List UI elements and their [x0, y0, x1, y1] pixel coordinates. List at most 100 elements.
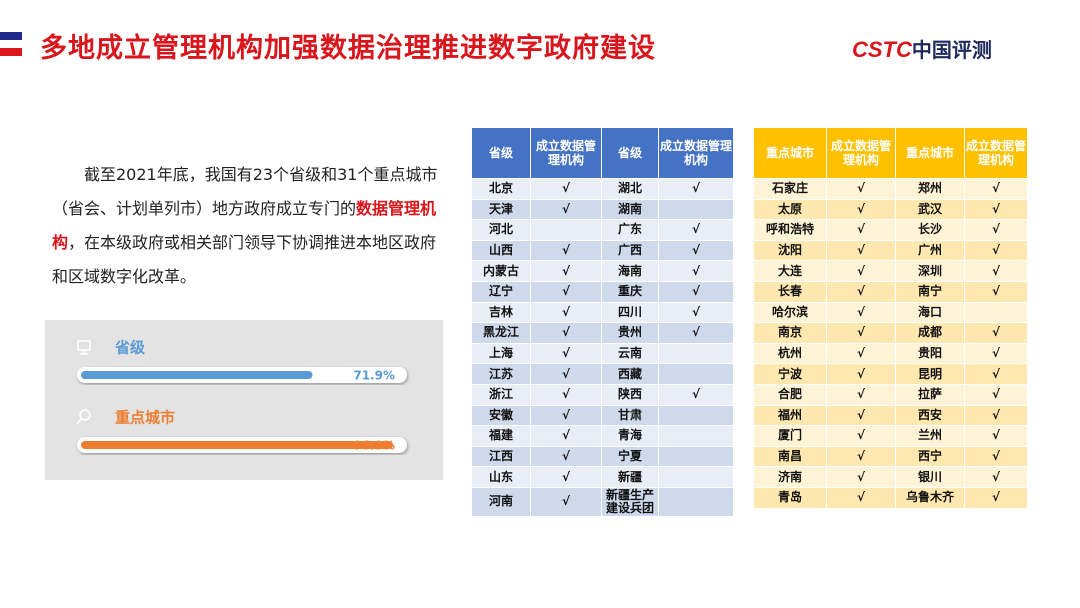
row: 石家庄 √ 郑州 √ — [754, 179, 1027, 199]
cell: √ — [965, 240, 1027, 261]
cell: 海南 — [602, 261, 658, 281]
cell: √ — [827, 426, 895, 446]
cell: √ — [531, 281, 601, 302]
cell: √ — [531, 179, 601, 199]
cell — [659, 343, 733, 364]
header-cell: 成立数据管理机构 — [659, 128, 733, 178]
cell: √ — [827, 179, 895, 199]
cell: √ — [531, 261, 601, 281]
cell: 南京 — [754, 323, 826, 343]
cell: 郑州 — [896, 179, 964, 199]
cell: √ — [965, 405, 1027, 426]
logo: CSTC中国评测 — [852, 34, 992, 63]
cell: 银川 — [896, 467, 964, 487]
highlight: 数据管理机构 — [52, 199, 437, 252]
row: 大连 √ 深圳 √ — [754, 261, 1027, 281]
cell: 广东 — [602, 220, 658, 240]
row: 青岛 √ 乌鲁木齐 √ — [754, 487, 1027, 508]
cell: 青岛 — [754, 487, 826, 508]
cell — [659, 467, 733, 487]
row: 吉林 √ 四川 √ — [472, 302, 733, 323]
row: 天津 √ 湖南 — [472, 199, 733, 220]
city-table: 重点城市 成立数据管理机构 重点城市 成立数据管理机构 石家庄 √ 郑州 √ 太原 √ 武汉 √ 呼和浩… — [753, 127, 1028, 509]
cell: 新疆生产建设兵团 — [602, 487, 658, 516]
cell: 西宁 — [896, 446, 964, 467]
cell: 广西 — [602, 240, 658, 261]
cell: √ — [659, 261, 733, 281]
logo-text: 中国评测 — [911, 38, 992, 62]
cell: 西藏 — [602, 364, 658, 384]
cell: 内蒙古 — [472, 261, 530, 281]
cell: 宁夏 — [602, 446, 658, 467]
header-cell: 重点城市 — [896, 128, 964, 178]
cell: √ — [965, 281, 1027, 302]
cell: √ — [965, 426, 1027, 446]
cell: √ — [965, 384, 1027, 405]
cell: 青海 — [602, 426, 658, 446]
cell: √ — [827, 364, 895, 384]
cell: 四川 — [602, 302, 658, 323]
row: 上海 √ 云南 — [472, 343, 733, 364]
cell: √ — [827, 323, 895, 343]
cell: 太原 — [754, 199, 826, 220]
progress-bar — [81, 441, 394, 449]
cell: √ — [659, 384, 733, 405]
flag-icon — [0, 32, 22, 56]
cell: 湖北 — [602, 179, 658, 199]
cell: √ — [965, 220, 1027, 240]
cell: 吉林 — [472, 302, 530, 323]
cell: √ — [827, 302, 895, 323]
cell: 山西 — [472, 240, 530, 261]
progress-panel: 省级 71.9% 重点城市 96.9% — [45, 320, 443, 480]
row: 内蒙古 √ 海南 √ — [472, 261, 733, 281]
cell: 陕西 — [602, 384, 658, 405]
cell: √ — [827, 384, 895, 405]
cell: 石家庄 — [754, 179, 826, 199]
cell: 黑龙江 — [472, 323, 530, 343]
cell — [531, 220, 601, 240]
cell: 新疆 — [602, 467, 658, 487]
cell: 天津 — [472, 199, 530, 220]
cell: 西安 — [896, 405, 964, 426]
cell: 浙江 — [472, 384, 530, 405]
cell: √ — [531, 199, 601, 220]
cell: 江西 — [472, 446, 530, 467]
header-row: 重点城市 成立数据管理机构 重点城市 成立数据管理机构 — [754, 128, 1027, 178]
cell: 成都 — [896, 323, 964, 343]
cell: √ — [827, 467, 895, 487]
row: 福建 √ 青海 — [472, 426, 733, 446]
row: 安徽 √ 甘肃 — [472, 405, 733, 426]
progress-label: 省级 — [114, 339, 146, 357]
row: 山东 √ 新疆 — [472, 467, 733, 487]
row: 河南 √ 新疆生产建设兵团 — [472, 487, 733, 516]
cell — [659, 487, 733, 516]
cell: 江苏 — [472, 364, 530, 384]
cell: √ — [531, 323, 601, 343]
cell: 南昌 — [754, 446, 826, 467]
cell: 辽宁 — [472, 281, 530, 302]
cell: 贵州 — [602, 323, 658, 343]
row: 南昌 √ 西宁 √ — [754, 446, 1027, 467]
row: 长春 √ 南宁 √ — [754, 281, 1027, 302]
paragraph: 截至2021年底，我国有23个省级和31个重点城市（省会、计划单列市）地方政府成… — [52, 158, 444, 294]
cell: √ — [965, 323, 1027, 343]
cell: √ — [659, 281, 733, 302]
text: ，在本级政府或相关部门领导下协调推进本地区政府和区域数字化改革。 — [52, 233, 437, 286]
cell: 杭州 — [754, 343, 826, 364]
cell: 深圳 — [896, 261, 964, 281]
city-icon — [76, 409, 91, 425]
cell: √ — [965, 364, 1027, 384]
cell: √ — [531, 446, 601, 467]
cell: √ — [659, 302, 733, 323]
progress-chart: 省级 71.9% 重点城市 96.9% — [76, 339, 407, 453]
cell — [659, 446, 733, 467]
row: 呼和浩特 √ 长沙 √ — [754, 220, 1027, 240]
cell: 呼和浩特 — [754, 220, 826, 240]
cell: √ — [827, 220, 895, 240]
row: 福州 √ 西安 √ — [754, 405, 1027, 426]
cell: 长春 — [754, 281, 826, 302]
row: 黑龙江 √ 贵州 √ — [472, 323, 733, 343]
row: 哈尔滨 √ 海口 — [754, 302, 1027, 323]
cell: √ — [531, 364, 601, 384]
cell — [659, 199, 733, 220]
